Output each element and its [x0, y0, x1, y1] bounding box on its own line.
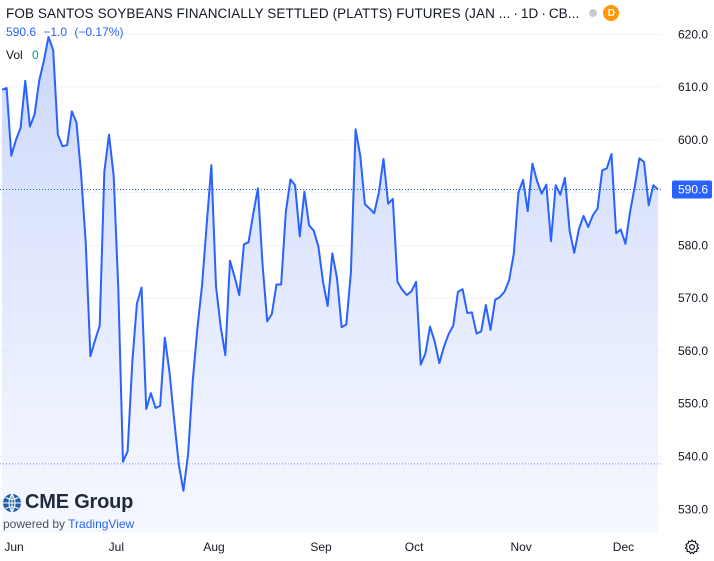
status-dot-icon [589, 9, 598, 17]
price-change-percent: (−0.17%) [74, 25, 124, 39]
x-tick-label: Jul [109, 540, 124, 554]
y-tick-label: 570.0 [678, 291, 708, 305]
powered-by-prefix: powered by [3, 517, 66, 531]
y-tick-label: 560.0 [678, 344, 708, 358]
exchange-label: CB... [548, 5, 580, 21]
last-price-badge: 590.6 [672, 180, 712, 199]
y-tick-label: 550.0 [678, 397, 708, 411]
powered-by-text: powered by TradingView [3, 517, 134, 531]
price-change-value: −1.0 [43, 25, 68, 39]
price-line [1, 35, 659, 492]
x-tick-label: Sep [310, 540, 332, 554]
last-price-value: 590.6 [6, 25, 37, 39]
y-tick-label: 620.0 [678, 27, 708, 41]
price-axis[interactable]: 530.0540.0550.0560.0570.0580.0590.0600.0… [678, 27, 708, 516]
y-tick-label: 540.0 [678, 449, 708, 463]
x-tick-label: Nov [510, 540, 531, 554]
y-tick-label: 530.0 [678, 502, 708, 516]
x-tick-label: Dec [613, 540, 634, 554]
x-tick-label: Oct [405, 540, 424, 554]
chart-header: FOB SANTOS SOYBEANS FINANCIALLY SETTLED … [6, 4, 620, 22]
title-separator: · [541, 5, 546, 21]
tradingview-link[interactable]: TradingView [68, 517, 135, 531]
delayed-data-badge[interactable]: D [603, 5, 620, 21]
last-price-label: 590.6 [678, 182, 708, 196]
gear-icon[interactable] [683, 538, 701, 556]
y-tick-label: 600.0 [678, 133, 708, 147]
y-tick-label: 580.0 [678, 238, 708, 252]
title-separator: · [513, 5, 518, 21]
symbol-title[interactable]: FOB SANTOS SOYBEANS FINANCIALLY SETTLED … [6, 5, 511, 21]
volume-label: Vol [6, 48, 23, 62]
volume-legend: Vol 0 [6, 48, 39, 62]
cme-globe-icon [3, 493, 21, 512]
time-axis[interactable]: Jun Jul Aug Sep Oct Nov Dec [4, 540, 634, 554]
branding[interactable]: CME Group powered by TradingView [2, 491, 134, 531]
cme-group-logo-text: CME Group [25, 491, 134, 513]
y-tick-label: 610.0 [678, 80, 708, 94]
quote-legend: 590.6 −1.0 (−0.17%) [6, 25, 127, 39]
x-tick-label: Jun [4, 540, 23, 554]
interval-label[interactable]: 1D [520, 5, 539, 21]
x-tick-label: Aug [203, 540, 224, 554]
volume-value: 0 [32, 48, 39, 62]
